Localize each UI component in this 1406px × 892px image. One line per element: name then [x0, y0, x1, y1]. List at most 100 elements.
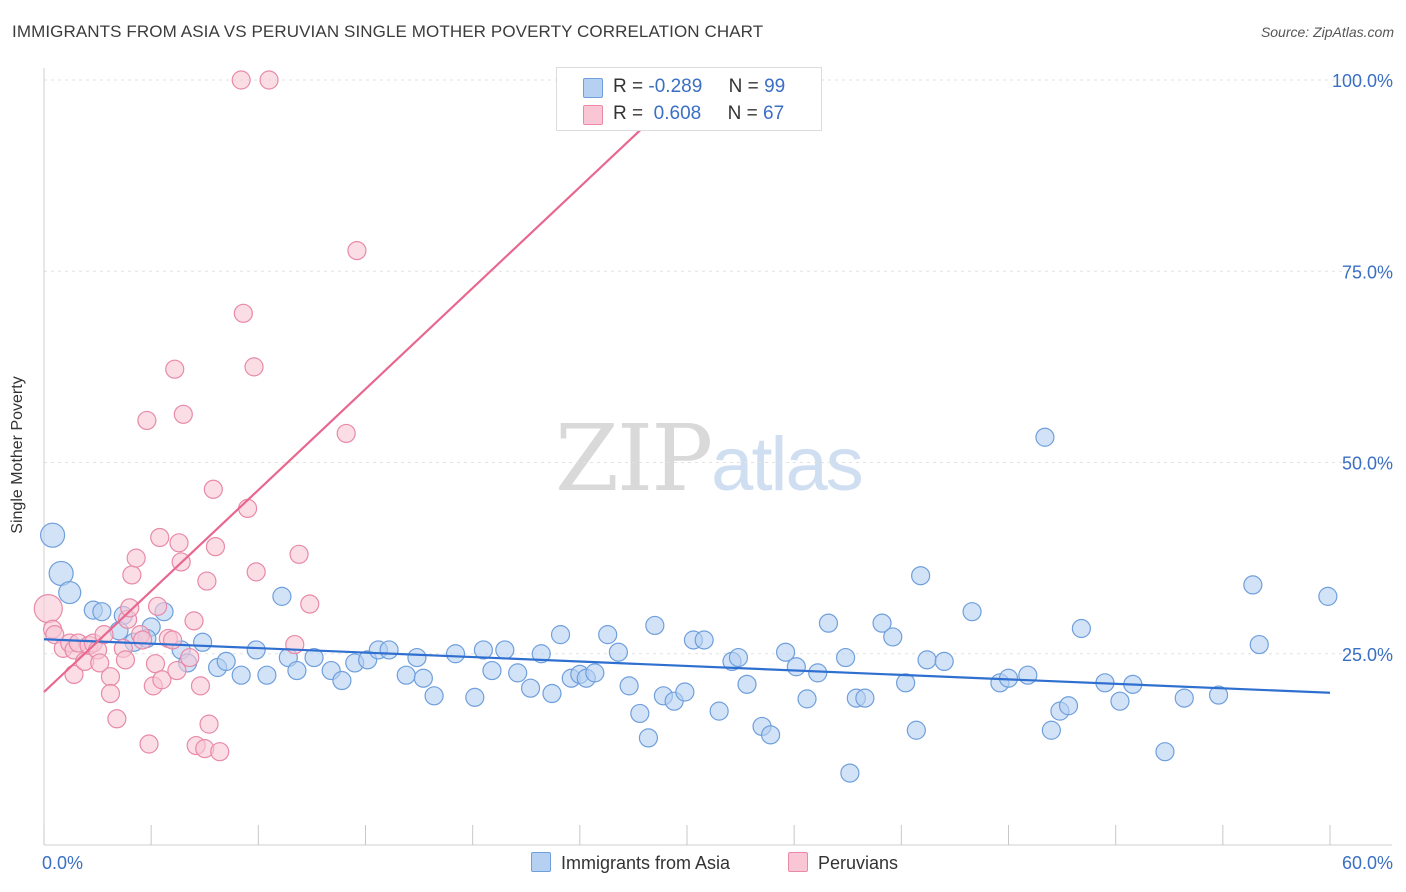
peru-point-45	[199, 714, 219, 734]
peru-n-value: 67	[763, 103, 785, 124]
watermark: ZIPatlas	[555, 405, 864, 512]
peru-point-42	[190, 676, 211, 696]
asia-point-63	[760, 725, 781, 745]
peru-point-29	[147, 596, 168, 616]
peru-point-22	[126, 548, 146, 568]
asia-point-94	[1155, 742, 1175, 762]
y-tick-label-0: 25.0%	[1342, 645, 1393, 665]
peru-point-36	[169, 533, 189, 553]
y-tick-label-2: 75.0%	[1342, 262, 1393, 282]
asia-point-18	[257, 665, 277, 685]
asia-point-34	[465, 687, 485, 707]
asia-n-value: 99	[764, 76, 786, 97]
asia-point-47	[598, 625, 618, 645]
asia-point-74	[883, 627, 903, 647]
legend-asia-swatch	[531, 852, 551, 872]
asia-point-57	[694, 630, 714, 650]
legend-asia-label: Immigrants from Asia	[561, 853, 731, 873]
asia-point-50	[630, 703, 650, 724]
peru-point-54	[244, 357, 264, 377]
asia-point-88	[1035, 427, 1055, 447]
asia-point-4	[92, 602, 112, 622]
peru-point-26	[139, 734, 159, 754]
asia-point-96	[1318, 586, 1338, 606]
asia-point-86	[1058, 696, 1079, 716]
asia-point-51	[638, 728, 659, 748]
asia-point-35	[473, 640, 493, 660]
asia-point-42	[550, 625, 571, 645]
peru-point-38	[173, 404, 193, 424]
peru-point-56	[289, 544, 309, 564]
asia-point-36	[482, 660, 502, 681]
peru-point-59	[347, 240, 367, 261]
peru-r-value: 0.608	[648, 103, 702, 124]
asia-point-38	[508, 663, 528, 683]
peru-point-16	[107, 709, 127, 729]
asia-n-label: N =	[728, 76, 759, 97]
asia-point-71	[855, 688, 875, 708]
watermark-zip: ZIP	[555, 405, 713, 512]
peru-point-15	[100, 683, 121, 704]
asia-point-60	[728, 647, 749, 668]
asia-point-37	[495, 640, 515, 660]
asia-point-87	[1071, 618, 1091, 639]
peru-point-40	[184, 611, 204, 631]
asia-point-66	[797, 689, 817, 709]
asia-point-68	[818, 613, 839, 633]
asia-point-22	[304, 647, 324, 668]
asia-point-46	[585, 663, 605, 683]
y-tick-label-3: 100.0%	[1332, 71, 1393, 91]
peru-point-58	[336, 423, 356, 444]
asia-point-24	[332, 670, 352, 691]
asia-point-17	[246, 640, 266, 660]
asia-trend-line	[43, 638, 1331, 694]
asia-point-41	[542, 683, 562, 704]
peru-point-44	[197, 571, 217, 591]
asia-point-53	[645, 615, 665, 636]
peru-point-7	[64, 664, 84, 685]
peru-point-57	[300, 594, 320, 614]
asia-point-72	[840, 763, 860, 783]
peru-point-25	[137, 410, 157, 431]
asia-point-39	[520, 678, 541, 698]
asia-point-90	[1110, 691, 1130, 711]
asia-point-32	[424, 686, 444, 706]
asia-swatch	[583, 78, 603, 98]
asia-point-65	[786, 657, 806, 677]
asia-point-64	[775, 642, 796, 662]
asia-point-61	[737, 674, 757, 694]
asia-point-77	[917, 650, 937, 670]
peru-point-31	[152, 670, 172, 690]
peru-point-21	[122, 565, 142, 585]
legend-peru-label: Peruvians	[818, 853, 899, 873]
asia-point-13	[193, 632, 213, 652]
peru-point-18	[115, 650, 136, 670]
peru-point-14	[100, 667, 121, 687]
asia-point-31	[413, 668, 433, 688]
asia-point-48	[608, 642, 629, 662]
legend-item-peru: Peruvians	[788, 852, 898, 874]
asia-point-2	[58, 580, 82, 605]
source-label: Source: ZipAtlas.com	[1260, 24, 1394, 40]
peru-point-34	[167, 660, 187, 681]
peru-point-24	[132, 630, 153, 650]
chart-title: IMMIGRANTS FROM ASIA VS PERUVIAN SINGLE …	[12, 22, 764, 41]
x-tick-label-0: 0.0%	[42, 853, 83, 873]
peru-point-33	[163, 630, 183, 650]
asia-point-97	[1243, 575, 1263, 595]
legend-item-asia: Immigrants from Asia	[531, 852, 730, 874]
asia-point-80	[962, 602, 982, 622]
peru-point-0	[33, 594, 63, 624]
asia-point-76	[906, 720, 926, 740]
asia-point-92	[1174, 688, 1194, 708]
x-tick-label-1: 60.0%	[1342, 853, 1393, 873]
asia-point-58	[709, 701, 729, 721]
peru-point-39	[180, 647, 200, 668]
asia-point-21	[287, 660, 307, 681]
peru-point-30	[150, 527, 170, 548]
peru-n-label: N =	[727, 103, 758, 124]
peru-point-28	[145, 654, 166, 674]
asia-point-84	[1041, 720, 1061, 740]
asia-r-value: -0.289	[648, 76, 703, 97]
asia-point-0	[39, 522, 66, 548]
